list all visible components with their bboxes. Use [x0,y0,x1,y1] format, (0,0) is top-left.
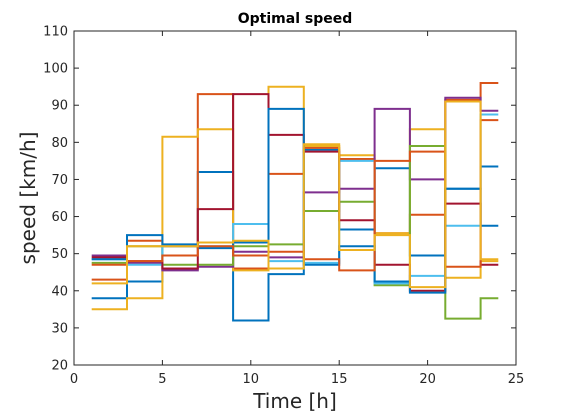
y-tick-label: 20 [51,359,68,374]
x-tick-label: 10 [243,372,260,387]
series-layer [91,82,499,322]
x-tick-label: 15 [331,372,348,387]
y-axis: 20 30 40 50 60 70 80 90 100 110 [43,25,516,374]
x-tick-label: 25 [508,372,525,387]
chart-title: Optimal speed [238,11,353,27]
y-tick-label: 40 [51,284,68,299]
x-axis: 0 5 10 15 20 25 [70,31,524,387]
x-axis-label: Time [h] [252,389,337,413]
y-tick-label: 70 [51,173,68,188]
y-tick-label: 100 [43,62,68,77]
y-tick-label: 60 [51,210,68,225]
plot-box [73,30,517,366]
y-tick-label: 110 [43,25,68,40]
series-line-10 [91,100,499,289]
x-tick-label: 0 [70,372,78,387]
y-tick-label: 30 [51,321,68,336]
x-tick-label: 20 [419,372,436,387]
x-tick-label: 5 [158,372,166,387]
y-tick-label: 50 [51,247,68,262]
y-tick-label: 80 [51,136,68,151]
y-axis-label: speed [km/h] [16,132,40,265]
plot-area [74,31,516,365]
y-tick-label: 90 [51,99,68,114]
